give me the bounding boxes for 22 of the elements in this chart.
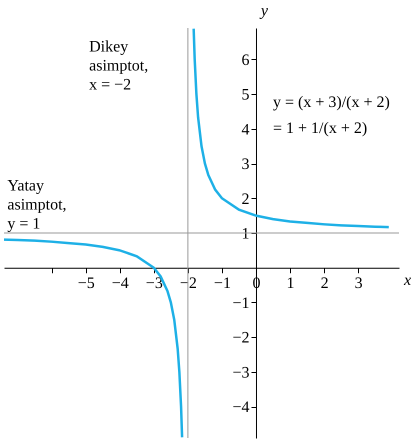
y-tick-label: −4 [232, 399, 250, 416]
annotation: y = (x + 3)/(x + 2) = 1 + 1/(x + 2) [273, 94, 390, 138]
x-tick-label: −4 [112, 275, 129, 292]
x-tick-label: 2 [320, 275, 329, 292]
x-tick-label: −1 [214, 275, 231, 292]
line-series [192, 28, 390, 228]
x-tick-label: −5 [78, 275, 95, 292]
x-tick-label: −2 [180, 275, 197, 292]
y-tick-label: −2 [232, 330, 250, 347]
x-axis-title: x [402, 272, 411, 290]
y-tick-label: 4 [241, 121, 250, 138]
x-tick-label: 3 [354, 275, 363, 292]
ref-line-label: Yatay asimptot, y = 1 [7, 177, 67, 232]
x-tick-label: 1 [286, 275, 295, 292]
y-axis-title: y [258, 2, 269, 20]
y-tick-label: 6 [241, 52, 250, 69]
y-tick-label: −1 [232, 294, 250, 312]
y-tick-label: −3 [232, 364, 250, 382]
y-tick-label: 2 [241, 190, 250, 208]
y-tick-label: 3 [241, 156, 250, 174]
y-tick-label: 5 [241, 86, 250, 104]
ref-line-label: Dikey asimptot, x = −2 [89, 38, 148, 94]
